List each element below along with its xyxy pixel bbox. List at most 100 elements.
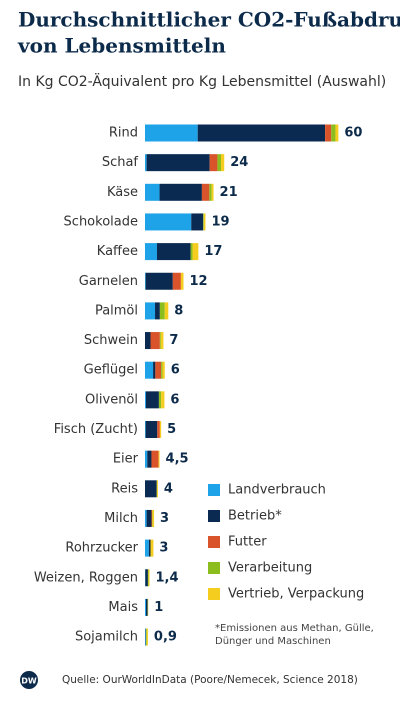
legend-label: Verarbeitung xyxy=(228,561,312,576)
legend-swatch xyxy=(208,484,220,496)
category-label: Schwein xyxy=(84,333,138,348)
bar-segment xyxy=(148,539,151,557)
category-label: Kaffee xyxy=(97,244,138,259)
footnote: Dünger und Maschinen xyxy=(215,636,331,647)
total-label: 6 xyxy=(171,363,180,378)
legend-swatch xyxy=(208,562,220,574)
category-label: Geflügel xyxy=(84,363,138,378)
category-label: Weizen, Roggen xyxy=(34,570,138,585)
total-label: 24 xyxy=(230,155,248,170)
total-label: 1 xyxy=(154,600,163,615)
bar-segment xyxy=(172,272,181,290)
legend-swatch xyxy=(208,510,220,522)
bar-segment xyxy=(159,302,165,320)
bar-segment xyxy=(145,154,147,172)
bar-segment xyxy=(331,124,336,142)
bar-segment xyxy=(145,598,148,616)
bar-segment xyxy=(145,480,157,498)
bar-segment xyxy=(157,421,160,438)
total-label: 1,4 xyxy=(156,570,179,585)
bar-segment xyxy=(150,332,160,350)
bar-segment xyxy=(145,361,154,379)
bar-segment xyxy=(217,154,221,172)
bar-segment xyxy=(145,183,160,201)
bar-segment xyxy=(335,124,339,142)
chart-title: von Lebensmitteln xyxy=(17,34,226,58)
category-label: Käse xyxy=(107,185,138,200)
bar-segment xyxy=(145,243,157,261)
chart-subtitle: In Kg CO2-Äquivalent pro Kg Lebensmittel… xyxy=(18,72,386,90)
legend-swatch xyxy=(208,588,220,600)
category-label: Palmöl xyxy=(95,303,138,318)
category-label: Reis xyxy=(111,481,138,496)
bar-segment xyxy=(156,480,158,498)
bar-segment xyxy=(147,450,152,468)
bar-segment xyxy=(151,509,153,527)
total-label: 4 xyxy=(164,481,173,496)
bar-segment xyxy=(220,154,225,172)
total-label: 21 xyxy=(220,185,238,200)
bar-segment xyxy=(145,391,159,409)
chart-title: Durchschnittlicher CO2-Fußabdruck xyxy=(18,8,400,32)
total-label: 12 xyxy=(189,274,207,289)
category-label: Eier xyxy=(113,452,139,467)
source: Quelle: OurWorldInData (Poore/Nemecek, S… xyxy=(62,674,358,686)
bar-segment xyxy=(145,569,148,587)
logo-badge xyxy=(20,671,38,689)
bar-segment xyxy=(156,243,191,261)
bar-segment xyxy=(145,124,198,142)
category-label: Rohrzucker xyxy=(65,541,138,556)
total-label: 17 xyxy=(204,244,222,259)
bar-segment xyxy=(145,421,146,438)
bar-segment xyxy=(211,183,214,201)
bar-segment xyxy=(145,391,146,409)
bar-segment xyxy=(159,332,161,350)
legend-label: Vertrieb, Verpackung xyxy=(228,587,364,602)
legend-label: Betrieb* xyxy=(228,509,282,524)
bar-segment xyxy=(145,450,148,468)
legend-label: Landverbrauch xyxy=(228,483,326,498)
bar-segment xyxy=(159,183,202,201)
bar-segment xyxy=(203,213,206,231)
bar-segment xyxy=(192,243,199,261)
bar-segment xyxy=(209,183,212,201)
total-label: 5 xyxy=(167,422,176,437)
bar-segment xyxy=(190,243,193,261)
bar-segment xyxy=(209,154,218,172)
total-label: 60 xyxy=(344,126,362,141)
bar-segment xyxy=(145,213,192,231)
bar-segment xyxy=(145,272,146,290)
bar-segment xyxy=(145,421,158,438)
total-label: 4,5 xyxy=(166,452,189,467)
bar-segment xyxy=(180,272,184,290)
bar-segment xyxy=(203,213,204,231)
bar-segment xyxy=(325,124,332,142)
category-label: Rind xyxy=(109,126,138,141)
bar-segment xyxy=(148,569,150,587)
bar-segment xyxy=(161,391,165,409)
bar-segment xyxy=(161,361,163,379)
bar-segment xyxy=(145,332,151,350)
legend-swatch xyxy=(208,536,220,548)
bar-segment xyxy=(158,450,160,468)
bar-segment xyxy=(150,539,154,557)
bar-segment xyxy=(160,332,164,350)
bar-segment xyxy=(147,569,149,587)
total-label: 8 xyxy=(174,303,183,318)
bar-segment xyxy=(145,539,149,557)
total-label: 6 xyxy=(170,392,179,407)
bar-segment xyxy=(155,302,160,320)
category-label: Fisch (Zucht) xyxy=(54,422,138,437)
category-label: Schokolade xyxy=(64,214,138,229)
bar-segment xyxy=(145,628,147,646)
total-label: 3 xyxy=(159,541,168,556)
bar-segment xyxy=(151,450,159,468)
bar-segment xyxy=(146,509,152,527)
footnote: *Emissionen aus Methan, Gülle, xyxy=(215,623,374,634)
total-label: 19 xyxy=(211,214,229,229)
total-label: 0,9 xyxy=(154,630,177,645)
bar-segment xyxy=(197,124,326,142)
bar-segment xyxy=(145,628,146,646)
bar-segment xyxy=(162,361,165,379)
